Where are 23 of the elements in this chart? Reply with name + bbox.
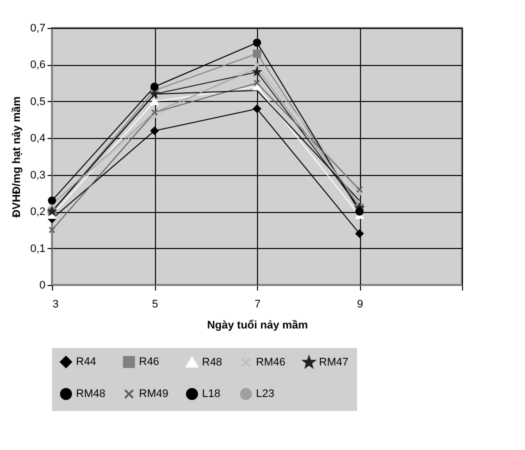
x-tick-label: 3 xyxy=(52,298,59,310)
y-tick-label: 0 xyxy=(39,280,46,292)
y-tick-label: 0,3 xyxy=(30,169,46,182)
legend-label: L23 xyxy=(256,388,274,400)
x-tick-label: 9 xyxy=(356,298,364,310)
y-tick-label: 0,2 xyxy=(30,206,46,218)
x-tick-label: 5 xyxy=(152,298,158,310)
legend-label: L18 xyxy=(202,388,220,400)
legend-label: RM49 xyxy=(139,388,168,400)
legend-label: RM46 xyxy=(256,356,286,368)
x-axis-title: Ngày tuổi nảy mầm xyxy=(207,320,308,332)
legend-label: RM48 xyxy=(76,388,106,400)
y-tick-label: 0,7 xyxy=(30,22,46,34)
y-axis-title: ĐVHĐ/mg hạt nảy mầm xyxy=(11,96,24,218)
legend-label: R46 xyxy=(139,356,160,368)
y-tick-label: 0,4 xyxy=(30,132,46,145)
legend-label: R44 xyxy=(76,356,96,368)
legend-label: RM47 xyxy=(319,356,348,368)
y-tick-label: 0,6 xyxy=(30,59,46,72)
y-tick-label: 0,1 xyxy=(30,242,46,255)
legend-label: R48 xyxy=(202,356,222,368)
x-tick-label: 7 xyxy=(254,298,261,310)
y-tick-label: 0,5 xyxy=(30,96,46,108)
